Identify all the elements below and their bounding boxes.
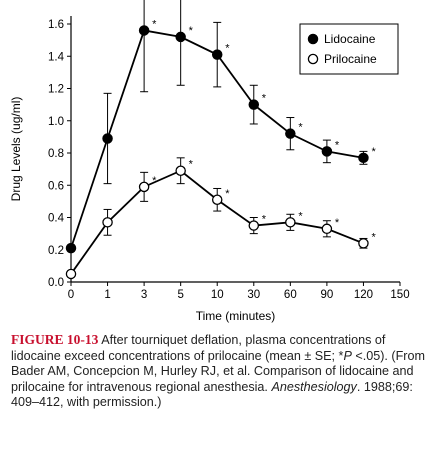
data-point-prilocaine xyxy=(321,223,333,235)
x-tick-label: 0 xyxy=(68,289,74,301)
data-point-prilocaine xyxy=(248,220,260,231)
significance-star: * xyxy=(371,231,376,243)
x-tick-label: 60 xyxy=(284,289,297,301)
caption-text-3: . 1988;69: 409–412, with permission.) xyxy=(11,379,413,410)
data-point-prilocaine xyxy=(102,217,113,228)
legend-label-prilocaine: Prilocaine xyxy=(324,52,377,66)
y-tick-label: 0.2 xyxy=(48,245,64,257)
data-point-lidocaine xyxy=(102,133,113,144)
data-point-prilocaine xyxy=(65,268,77,280)
significance-star: * xyxy=(298,210,303,222)
y-tick-label: 1.6 xyxy=(48,19,64,31)
significance-star: * xyxy=(225,43,230,55)
legend-box xyxy=(299,23,399,75)
y-tick-label: 1.4 xyxy=(48,51,65,63)
caption-text-2: <.05). (From Bader AM, Concepcion M, Hur… xyxy=(11,348,425,394)
x-axis-title: Time (minutes) xyxy=(196,309,276,323)
caption-journal: Anesthesiology xyxy=(271,379,357,394)
caption-p-symbol: P xyxy=(343,348,352,363)
data-point-lidocaine xyxy=(248,99,260,110)
x-tick-label: 10 xyxy=(211,289,224,301)
legend-marker-lidocaine xyxy=(307,33,319,45)
data-point-prilocaine xyxy=(211,194,223,206)
legend-label-lidocaine: Lidocaine xyxy=(324,32,376,46)
data-point-prilocaine xyxy=(285,217,296,228)
significance-star: * xyxy=(298,122,303,134)
figure-label: FIGURE 10-13 xyxy=(11,332,99,347)
y-tick-label: 0.0 xyxy=(48,277,64,289)
data-point-lidocaine xyxy=(321,146,333,157)
x-tick-label: 120 xyxy=(354,289,373,301)
significance-star: * xyxy=(189,25,194,37)
x-tick-label: 30 xyxy=(247,289,260,301)
significance-star: * xyxy=(152,18,157,30)
significance-star: * xyxy=(335,217,340,229)
data-point-lidocaine xyxy=(358,152,369,164)
y-axis-title: Drug Levels (ug/ml) xyxy=(9,97,23,202)
x-tick-label: 1 xyxy=(104,289,110,301)
data-point-lidocaine xyxy=(211,49,223,60)
y-tick-label: 0.4 xyxy=(48,213,65,225)
data-point-prilocaine xyxy=(358,238,369,249)
x-tick-label: 3 xyxy=(141,289,147,301)
significance-star: * xyxy=(262,214,267,226)
significance-star: * xyxy=(335,139,340,151)
significance-star: * xyxy=(262,93,267,105)
data-point-lidocaine xyxy=(175,31,186,43)
x-tick-label: 90 xyxy=(320,289,333,301)
x-tick-label: 150 xyxy=(390,289,409,301)
y-tick-label: 1.0 xyxy=(48,116,64,128)
significance-star: * xyxy=(189,159,194,171)
y-tick-label: 0.6 xyxy=(48,180,64,192)
data-point-lidocaine xyxy=(285,128,296,139)
data-point-prilocaine xyxy=(175,165,186,176)
legend-marker-prilocaine xyxy=(307,53,319,65)
figure-caption: FIGURE 10-13 After tourniquet deflation,… xyxy=(11,332,431,411)
x-tick-label: 5 xyxy=(177,289,183,301)
significance-star: * xyxy=(371,146,376,158)
data-point-lidocaine xyxy=(65,242,77,254)
data-point-prilocaine xyxy=(138,181,150,193)
significance-star: * xyxy=(152,175,157,187)
chart: 0.0 0.2 0.4 0.6 0.8 1.0 1.2 1.4 1.6 0 1 3 5 10 30 60 90 1… xyxy=(9,0,410,323)
significance-star: * xyxy=(225,188,230,200)
line-chart: 0.0 0.2 0.4 0.6 0.8 1.0 1.2 1.4 1.6 0 1 3 5 10 30 60 90 1… xyxy=(9,0,410,323)
y-tick-label: 0.8 xyxy=(48,148,64,160)
y-tick-label: 1.2 xyxy=(48,84,64,96)
caption-text-1: After tourniquet deflation, plasma conce… xyxy=(11,333,386,363)
data-point-lidocaine xyxy=(138,25,150,36)
series-line-prilocaine xyxy=(70,169,364,275)
